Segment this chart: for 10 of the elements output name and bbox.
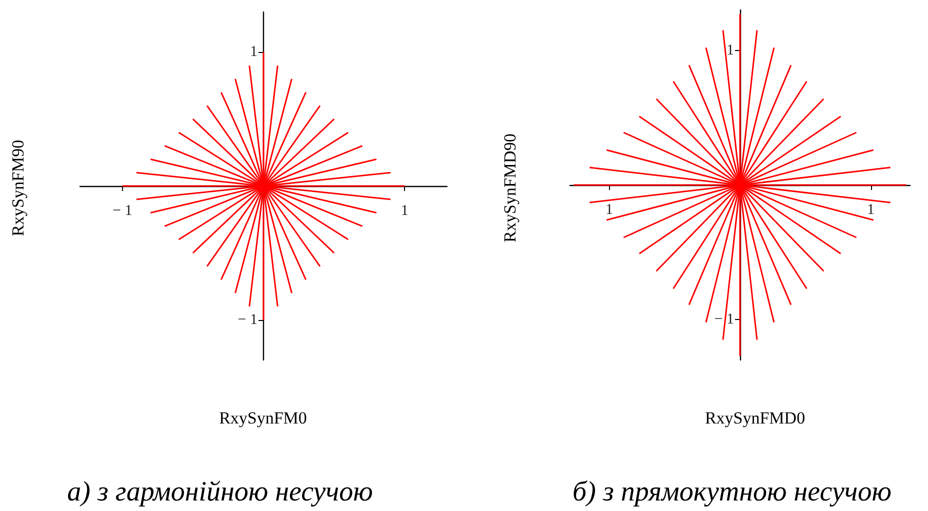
x-tick-label: 1 [867,202,875,218]
y-axis-title: RxySynFM90 [8,140,28,236]
x-axis-title: RxySynFMD0 [704,408,806,428]
text: а) з гармонійною несучою [67,476,373,508]
text: б) з прямокутною несучою [572,476,892,508]
y-axis-title: RxySynFMD90 [500,134,520,242]
x-tick-label: − 1 [112,203,132,219]
x-tick-label: 1 [605,202,613,218]
x-tick-label: 1 [400,203,408,219]
x-axis-title: RxySynFM0 [219,408,307,428]
